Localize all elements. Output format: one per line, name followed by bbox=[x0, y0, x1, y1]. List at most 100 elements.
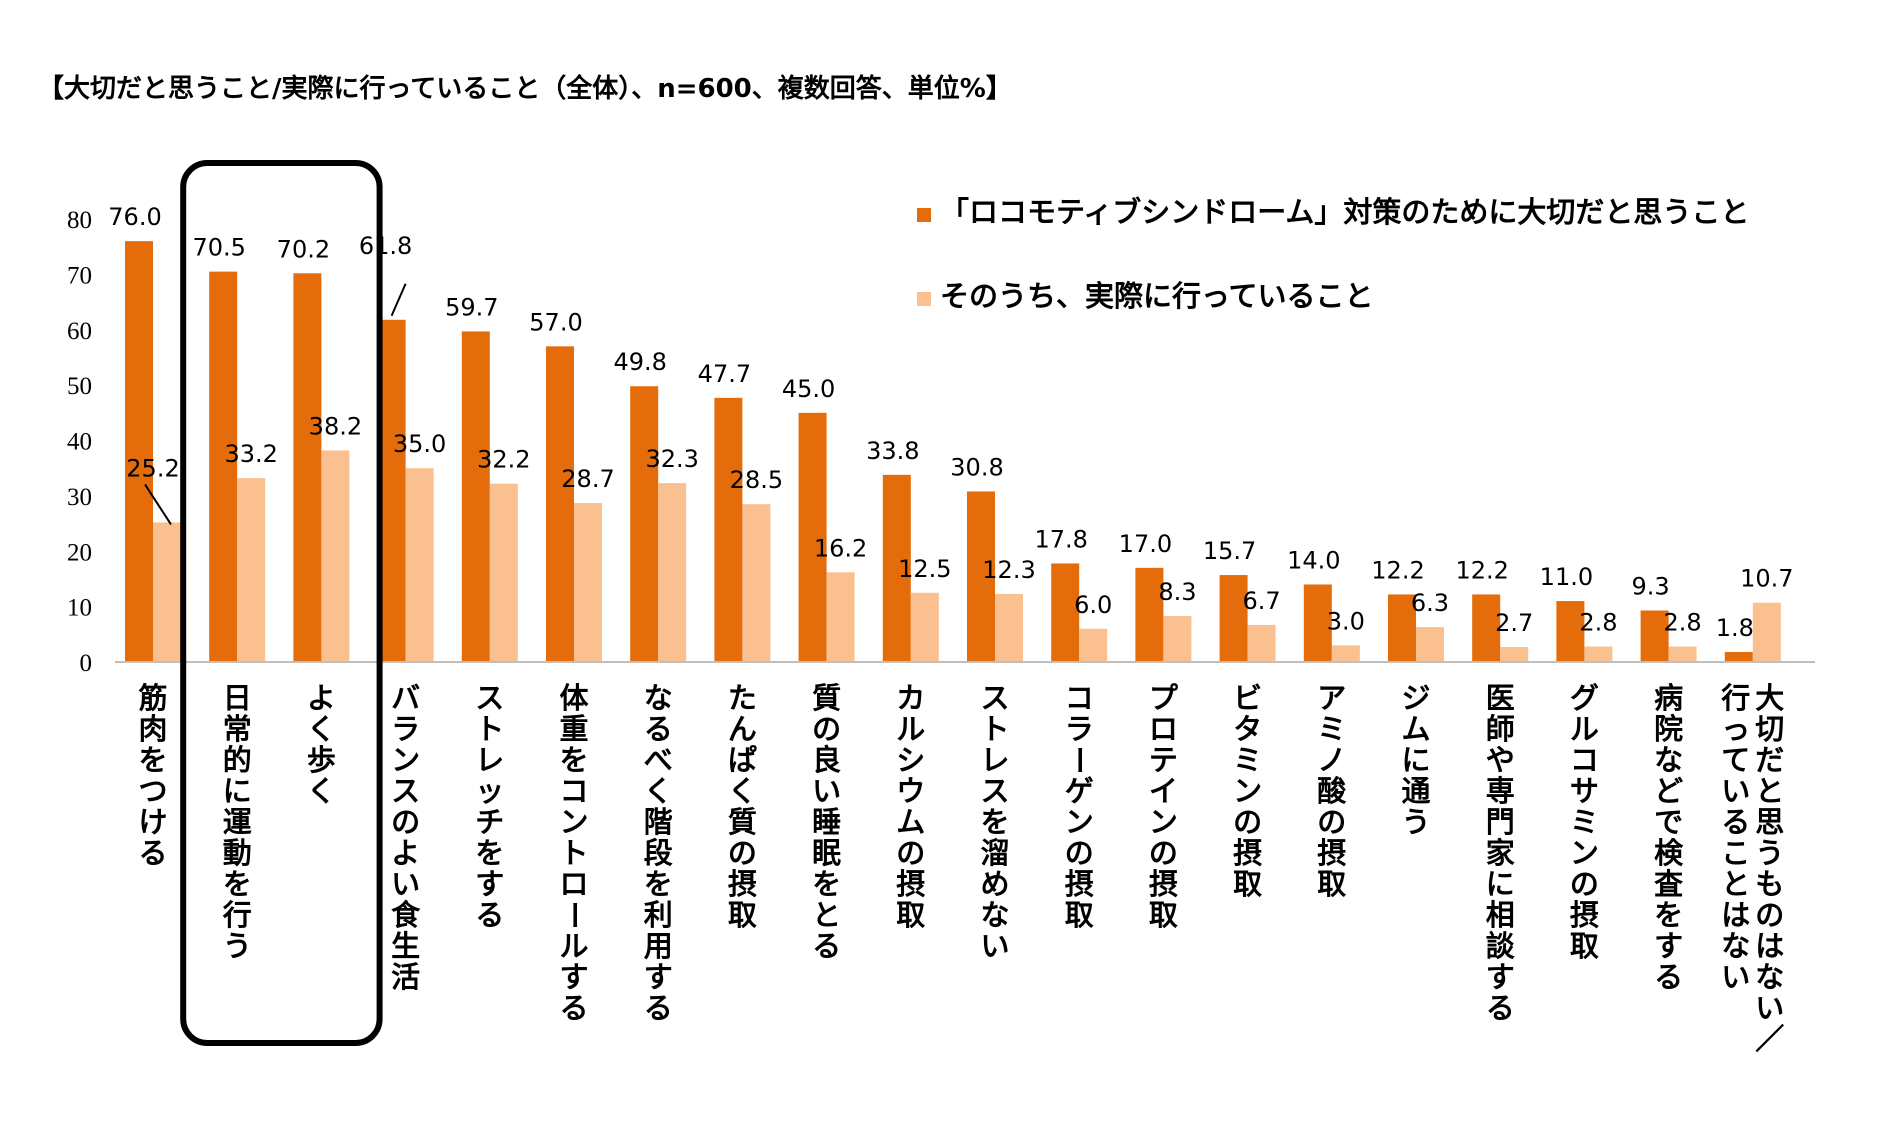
category-label-char: い bbox=[1721, 774, 1750, 808]
category-label-char: 摂 bbox=[1065, 867, 1094, 901]
data-label: 15.7 bbox=[1203, 537, 1256, 565]
category-label-char: の bbox=[1317, 805, 1346, 839]
category-label-char: ロ bbox=[1149, 712, 1178, 746]
bar-important bbox=[125, 241, 153, 662]
category-label-char: 行 bbox=[222, 898, 252, 932]
category-label-char: 段 bbox=[644, 836, 673, 870]
category-label-char: や bbox=[1486, 743, 1515, 777]
category-label-char: 質 bbox=[728, 805, 757, 839]
data-label: 28.7 bbox=[561, 465, 614, 493]
category-label-char: 専 bbox=[1486, 774, 1515, 808]
category-label-char: の bbox=[391, 805, 420, 839]
category-label-char: も bbox=[1755, 867, 1784, 901]
category-label-char: ト bbox=[980, 712, 1009, 746]
category-label-char: ス bbox=[391, 774, 420, 808]
legend-label-important: 「ロコモティブシンドローム」対策のために大切だと思うこと bbox=[940, 195, 1749, 229]
category-label-char: コ bbox=[1570, 743, 1599, 777]
bar-important bbox=[1724, 652, 1753, 662]
category-label-char: べ bbox=[644, 743, 673, 777]
legend: 「ロコモティブシンドローム」対策のために大切だと思うことそのうち、実際に行ってい… bbox=[917, 195, 1749, 313]
category-label-char: る bbox=[475, 898, 504, 932]
category-label-char: の bbox=[896, 836, 925, 870]
data-label: 12.2 bbox=[1455, 556, 1508, 584]
category-label-char: の bbox=[1233, 805, 1262, 839]
category-label-char: を bbox=[223, 867, 252, 901]
category-label-char: 取 bbox=[1570, 929, 1599, 963]
category-label-char: 睡 bbox=[812, 805, 841, 839]
category-label-char: な bbox=[1654, 743, 1683, 777]
category-label-char: う bbox=[1401, 805, 1430, 839]
category-label-char: る bbox=[138, 836, 167, 870]
category-label-char: な bbox=[980, 898, 1009, 932]
category-label-char: ビ bbox=[1233, 681, 1262, 715]
category-label-char: い bbox=[391, 867, 420, 901]
category-label-char: イ bbox=[1149, 774, 1178, 808]
bar-important bbox=[1556, 601, 1585, 662]
category-label-char: ル bbox=[1570, 712, 1599, 746]
bar-practiced bbox=[1416, 627, 1444, 662]
category-label-char: ／ bbox=[1755, 1022, 1784, 1056]
category-label-char: の bbox=[728, 836, 757, 870]
bar-important bbox=[1472, 594, 1501, 662]
category-label-char: 重 bbox=[559, 712, 588, 746]
category-label-char: だ bbox=[1755, 743, 1784, 777]
data-label: 33.8 bbox=[866, 437, 919, 465]
bar-important bbox=[882, 474, 911, 662]
data-label: 14.0 bbox=[1287, 546, 1340, 574]
category-label-char: よ bbox=[391, 836, 420, 870]
category-label-char: 摂 bbox=[896, 867, 925, 901]
category-label-char: を bbox=[138, 743, 167, 777]
category-label-char: 良 bbox=[812, 743, 841, 777]
bar-practiced bbox=[321, 450, 350, 662]
bar-practiced bbox=[1584, 646, 1613, 662]
data-label: 45.0 bbox=[782, 375, 835, 403]
bar-important bbox=[1388, 594, 1416, 662]
category-label-char: シ bbox=[896, 743, 925, 777]
category-label-char: 医 bbox=[1486, 681, 1515, 715]
category-label-char: の bbox=[1065, 836, 1094, 870]
category-label-char: う bbox=[223, 929, 252, 963]
category-label-char: 歩 bbox=[307, 743, 336, 777]
category-label-char: る bbox=[1654, 960, 1683, 994]
category-label-char: い bbox=[812, 774, 841, 808]
category-label-char: る bbox=[559, 991, 588, 1025]
data-label: 47.7 bbox=[698, 360, 751, 388]
category-label-char: ぱ bbox=[728, 743, 757, 777]
category-label-char: と bbox=[812, 898, 841, 932]
category-label-char: ム bbox=[1401, 712, 1430, 746]
category-label-char: な bbox=[1721, 929, 1750, 963]
category-label-char: グ bbox=[1570, 681, 1599, 715]
value-labels: 76.0 70.5 70.2 61.8 59.7 57.0 49.8 47.7 45.0 33.8… bbox=[108, 203, 1793, 642]
data-label: 57.0 bbox=[529, 308, 582, 336]
category-label-char: 病 bbox=[1654, 681, 1683, 715]
y-tick-label: 30 bbox=[67, 484, 92, 511]
category-label-char: け bbox=[138, 805, 167, 839]
category-label-char: ラ bbox=[391, 712, 420, 746]
category-label-char: 摂 bbox=[1149, 867, 1178, 901]
data-label: 25.2 bbox=[126, 454, 179, 482]
category-label-char: サ bbox=[1570, 774, 1599, 808]
category-label-char: す bbox=[475, 867, 504, 901]
y-tick-label: 40 bbox=[67, 429, 92, 456]
category-label-char: を bbox=[980, 805, 1009, 839]
category-label-char: ウ bbox=[896, 774, 925, 808]
bar-practiced bbox=[1752, 602, 1781, 662]
category-label-char: カ bbox=[896, 681, 925, 715]
data-label: 61.8 bbox=[359, 232, 412, 260]
bar-important bbox=[1640, 610, 1669, 662]
bar-practiced bbox=[995, 593, 1023, 662]
y-tick-label: 70 bbox=[67, 262, 92, 289]
category-label-char: レ bbox=[980, 743, 1009, 777]
category-label-char: 大 bbox=[1755, 681, 1784, 715]
data-label: 32.3 bbox=[645, 445, 698, 473]
category-label-char: て bbox=[1721, 743, 1750, 777]
category-label-char: す bbox=[1654, 929, 1683, 963]
bar-practiced bbox=[237, 478, 266, 662]
data-label: 10.7 bbox=[1740, 565, 1793, 593]
category-label-char: く bbox=[644, 774, 673, 808]
chart-title: 【大切だと思うこと/実際に行っていること（全体）、n=600、複数回答、単位%】 bbox=[38, 73, 1012, 104]
category-label-char: に bbox=[1486, 867, 1515, 901]
data-label: 70.2 bbox=[277, 235, 330, 263]
data-label: 12.5 bbox=[898, 555, 951, 583]
category-label-char: う bbox=[1755, 836, 1784, 870]
